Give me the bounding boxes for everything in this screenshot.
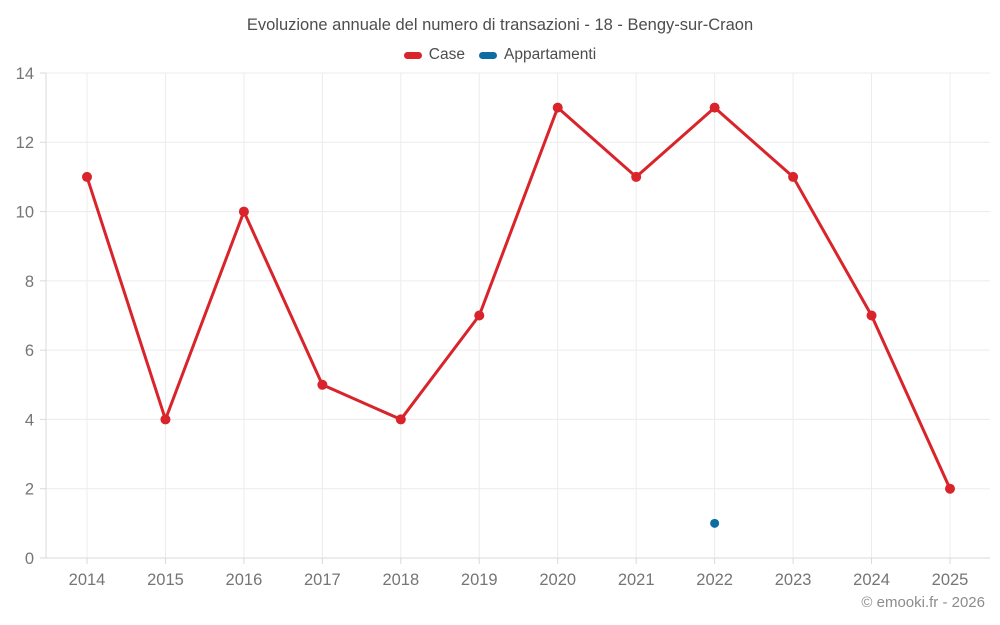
y-tick-label: 6: [25, 342, 34, 360]
data-point: [160, 414, 171, 425]
x-tick-label: 2022: [696, 571, 733, 589]
x-tick-label: 2021: [618, 571, 655, 589]
legend-label-appartamenti: Appartamenti: [503, 46, 597, 63]
y-tick-label: 8: [25, 273, 34, 291]
x-tick-label: 2025: [932, 571, 969, 589]
data-point: [552, 102, 563, 113]
y-tick-label: 2: [25, 481, 34, 499]
legend-item-appartamenti[interactable]: Appartamenti: [478, 46, 597, 64]
y-tick-label: 12: [16, 134, 34, 152]
x-tick-label: 2017: [304, 571, 341, 589]
data-point: [474, 310, 485, 321]
legend-label-case: Case: [428, 46, 465, 63]
legend-item-case[interactable]: Case: [403, 46, 465, 64]
footer-credit: © emooki.fr - 2026: [861, 594, 985, 611]
y-tick-label: 4: [25, 411, 34, 429]
series-line: [85, 106, 952, 491]
data-point: [788, 171, 799, 182]
x-tick-label: 2020: [539, 571, 576, 589]
data-point: [631, 171, 642, 182]
y-tick-label: 10: [16, 204, 34, 222]
x-tick-label: 2014: [69, 571, 106, 589]
data-point: [945, 483, 955, 494]
x-tick-label: 2023: [775, 571, 812, 589]
data-point: [866, 310, 877, 321]
data-point: [710, 518, 720, 528]
axis-labels: 0 2 4 6 8 10 12 14 2014 2015 2016 2017 2018 2019 2020 2…: [16, 65, 969, 589]
x-tick-label: 2019: [461, 571, 498, 589]
chart-title: Evoluzione annuale del numero di transaz…: [246, 16, 754, 34]
chart-legend: Case Appartamenti: [0, 46, 1000, 64]
y-tick-label: 14: [16, 65, 34, 83]
y-tick-label: 0: [25, 550, 34, 568]
legend-marker-appartamenti: [478, 51, 497, 59]
x-tick-label: 2018: [382, 571, 419, 589]
data-point: [709, 102, 720, 113]
x-tick-label: 2024: [853, 571, 890, 589]
gridlines: [46, 72, 990, 558]
series-appartamenti: [710, 518, 720, 528]
data-point: [82, 171, 92, 182]
data-point: [238, 206, 249, 217]
data-point: [395, 414, 406, 425]
x-tick-label: 2016: [226, 571, 263, 589]
axes: [40, 72, 990, 564]
x-tick-label: 2015: [147, 571, 184, 589]
series-case: [82, 102, 955, 494]
data-point: [317, 379, 328, 390]
legend-marker-case: [403, 51, 422, 59]
